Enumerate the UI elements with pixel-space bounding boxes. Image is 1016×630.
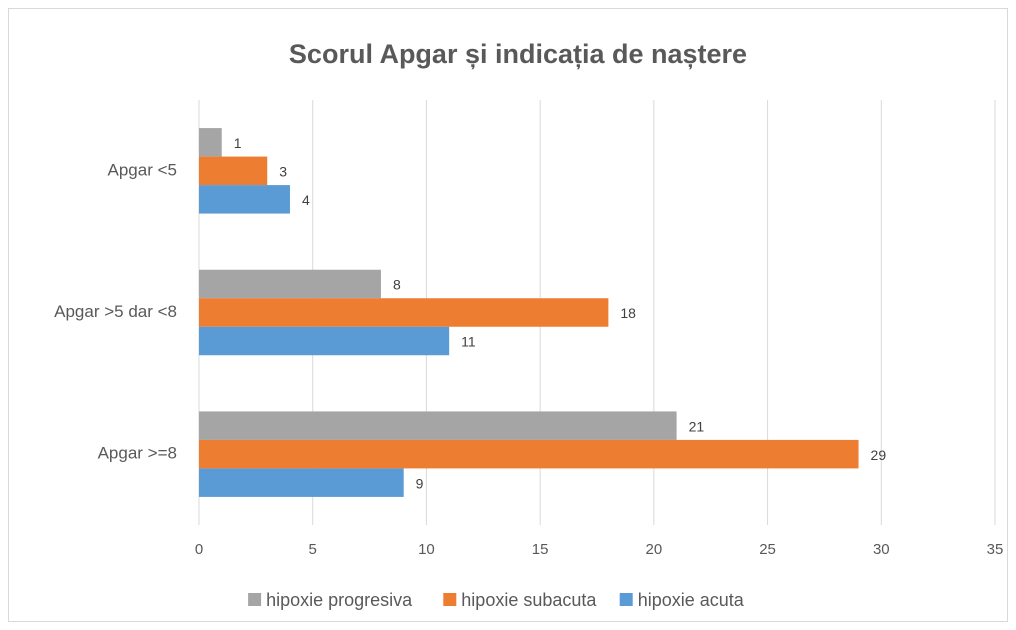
value-label: 11 [461, 334, 476, 350]
x-tick-label: 0 [195, 541, 203, 558]
x-tick-label: 10 [418, 541, 435, 558]
x-tick-label: 35 [987, 541, 1004, 558]
value-label: 9 [416, 475, 424, 491]
bar [199, 326, 450, 356]
x-tick-label: 5 [309, 541, 317, 558]
bar [199, 298, 609, 327]
bar [199, 411, 677, 440]
value-label: 8 [393, 277, 401, 293]
value-label: 29 [871, 447, 887, 463]
legend-label: hipoxie progresiva [266, 590, 413, 610]
x-tick-label: 20 [646, 541, 663, 558]
chart-title: Scorul Apgar și indicația de naștere [289, 39, 747, 69]
value-label: 18 [620, 305, 636, 321]
legend-label: hipoxie acuta [638, 590, 745, 610]
y-tick-label: Apgar >=8 [98, 444, 177, 463]
bar [199, 439, 859, 469]
value-label: 3 [279, 164, 287, 180]
x-tick-label: 25 [759, 541, 776, 558]
y-tick-label: Apgar >5 dar <8 [54, 302, 177, 321]
legend-label: hipoxie subacuta [461, 590, 597, 610]
bar [199, 156, 268, 186]
bar [199, 128, 222, 157]
value-label: 1 [234, 135, 242, 151]
x-tick-label: 30 [873, 541, 890, 558]
legend-swatch [443, 593, 457, 606]
value-label: 4 [302, 192, 310, 208]
y-tick-label: Apgar <5 [108, 160, 177, 179]
value-label: 21 [689, 418, 705, 434]
bar [199, 185, 290, 214]
bar [199, 269, 381, 299]
legend-swatch [248, 593, 262, 606]
bar [199, 468, 404, 497]
legend-swatch [619, 593, 633, 606]
x-tick-label: 15 [532, 541, 549, 558]
